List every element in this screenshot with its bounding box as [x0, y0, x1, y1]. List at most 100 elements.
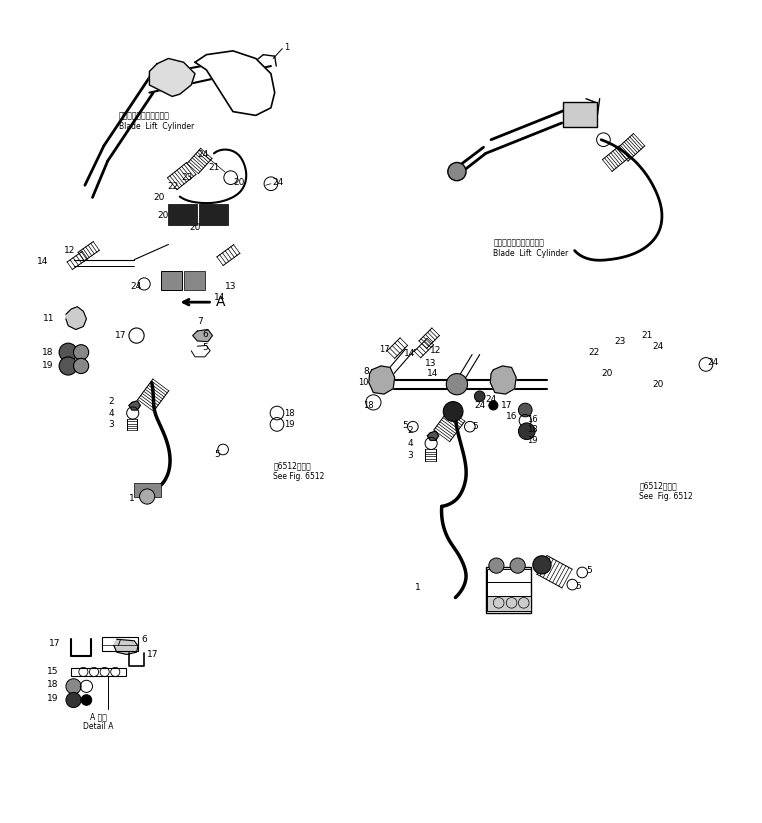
Polygon shape: [369, 366, 395, 394]
Text: 20: 20: [157, 212, 168, 220]
Text: 19: 19: [41, 361, 53, 370]
Text: 13: 13: [226, 282, 237, 291]
Circle shape: [66, 692, 81, 708]
Text: 第6512図参照: 第6512図参照: [639, 481, 677, 491]
Text: 17: 17: [501, 401, 513, 410]
Polygon shape: [191, 346, 210, 357]
Polygon shape: [66, 307, 86, 329]
Text: 20: 20: [653, 379, 664, 388]
Text: 5: 5: [203, 343, 208, 352]
Text: A: A: [216, 295, 225, 309]
Text: 6: 6: [203, 329, 208, 338]
Text: 10: 10: [358, 378, 369, 387]
Circle shape: [488, 401, 498, 410]
Text: 18: 18: [527, 425, 538, 435]
Text: 5: 5: [575, 582, 581, 591]
Bar: [101, 637, 138, 651]
Text: 16: 16: [506, 412, 517, 421]
Text: 19: 19: [46, 694, 59, 703]
Circle shape: [139, 489, 155, 504]
Text: 7: 7: [116, 639, 121, 648]
Text: Blade  Lift  Cylinder: Blade Lift Cylinder: [119, 122, 194, 131]
Circle shape: [518, 423, 535, 439]
Text: Detail A: Detail A: [83, 722, 114, 731]
Text: 23: 23: [615, 337, 626, 346]
Bar: [563, 103, 597, 127]
Polygon shape: [195, 51, 275, 115]
Text: See Fig. 6512: See Fig. 6512: [274, 472, 325, 481]
Text: Blade  Lift  Cylinder: Blade Lift Cylinder: [493, 249, 568, 258]
Text: 9: 9: [455, 384, 460, 393]
Text: See  Fig. 6512: See Fig. 6512: [639, 492, 693, 501]
Text: ブレードリフトシリンダ: ブレードリフトシリンダ: [493, 239, 544, 248]
Polygon shape: [114, 639, 138, 654]
Circle shape: [81, 695, 91, 705]
Text: 22: 22: [588, 348, 600, 357]
Text: 1: 1: [415, 584, 421, 592]
Circle shape: [443, 402, 463, 421]
Text: 3: 3: [407, 451, 413, 460]
Text: 18: 18: [46, 681, 59, 690]
Text: 2: 2: [108, 398, 114, 406]
Text: 3: 3: [108, 420, 114, 429]
Text: 13: 13: [425, 359, 437, 368]
Bar: [71, 668, 126, 676]
Text: 14: 14: [427, 369, 438, 378]
Bar: [487, 569, 531, 583]
Text: 24: 24: [167, 282, 178, 291]
Polygon shape: [149, 58, 195, 96]
Bar: [184, 271, 205, 290]
Text: 20: 20: [153, 193, 165, 202]
Bar: [487, 596, 531, 611]
Text: 17: 17: [49, 639, 61, 648]
Text: 12: 12: [431, 346, 442, 356]
Text: 23: 23: [181, 173, 193, 182]
Circle shape: [533, 556, 551, 574]
Text: 16: 16: [527, 415, 538, 424]
Text: 18: 18: [284, 408, 295, 417]
Text: 20: 20: [190, 223, 201, 232]
Circle shape: [66, 679, 81, 694]
Text: 24: 24: [485, 395, 496, 404]
Polygon shape: [129, 401, 140, 410]
Circle shape: [59, 357, 77, 375]
Text: 24: 24: [653, 342, 664, 351]
Bar: [161, 271, 182, 290]
Text: 24: 24: [707, 358, 719, 367]
Text: 14: 14: [404, 349, 415, 358]
Text: 20: 20: [233, 178, 245, 187]
Bar: [487, 583, 531, 596]
Text: 18: 18: [363, 401, 373, 410]
Text: 24: 24: [475, 401, 485, 410]
Text: 第6512図参照: 第6512図参照: [274, 462, 311, 471]
Bar: [168, 204, 197, 226]
Circle shape: [73, 358, 88, 374]
Text: 11: 11: [43, 314, 55, 323]
Text: 24: 24: [130, 282, 142, 291]
Text: ブレードリフトシリンダ: ブレードリフトシリンダ: [119, 111, 170, 120]
Circle shape: [447, 374, 468, 395]
Text: 4: 4: [407, 439, 413, 448]
Circle shape: [510, 558, 525, 573]
Polygon shape: [490, 366, 516, 394]
Text: 1: 1: [129, 495, 135, 504]
Text: 21: 21: [642, 331, 653, 340]
Text: 17: 17: [115, 331, 126, 340]
Text: 14: 14: [37, 257, 49, 266]
Text: 24: 24: [197, 151, 209, 160]
Text: 5: 5: [586, 566, 592, 575]
Polygon shape: [427, 431, 439, 440]
Text: 22: 22: [167, 182, 178, 191]
Text: 19: 19: [527, 436, 538, 445]
Circle shape: [475, 391, 485, 402]
Text: 8: 8: [363, 367, 369, 376]
Text: 7: 7: [197, 318, 203, 327]
Text: A 詳細: A 詳細: [90, 712, 107, 721]
Text: 24: 24: [273, 178, 283, 187]
Text: 14: 14: [214, 293, 226, 302]
Text: 17: 17: [147, 650, 158, 659]
Text: 21: 21: [208, 162, 219, 171]
Text: 17: 17: [379, 345, 390, 354]
Circle shape: [518, 403, 532, 416]
Text: 4: 4: [108, 408, 114, 417]
